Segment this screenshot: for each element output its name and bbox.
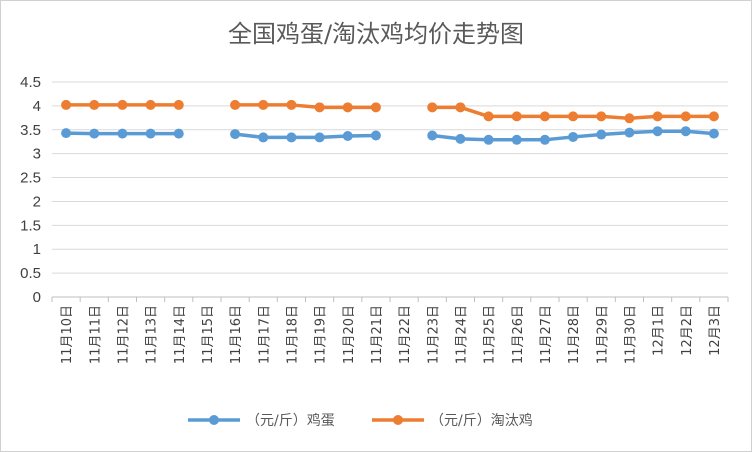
x-tick-label: 12月2日	[680, 305, 695, 356]
legend-marker	[393, 415, 403, 425]
chart-title: 全国鸡蛋/淘汰鸡均价走势图	[228, 20, 524, 48]
data-point	[117, 128, 128, 139]
data-point	[370, 130, 381, 141]
data-point	[680, 111, 691, 122]
x-tick-label: 12月3日	[708, 305, 723, 356]
x-tick-label: 11月17日	[257, 305, 272, 364]
x-tick-label: 12月1日	[652, 305, 667, 356]
x-tick-label: 11月23日	[426, 305, 441, 364]
data-point	[286, 132, 297, 143]
data-point	[568, 111, 579, 122]
data-point	[173, 128, 184, 139]
data-point	[624, 113, 635, 124]
data-point	[145, 99, 156, 110]
x-tick-label: 11月19日	[314, 305, 329, 364]
data-point	[427, 130, 438, 141]
legend-label: （元/斤）鸡蛋	[246, 412, 335, 429]
data-point	[596, 129, 607, 140]
data-point	[342, 130, 353, 141]
data-point	[568, 131, 579, 142]
data-point	[258, 132, 269, 143]
data-point	[89, 128, 100, 139]
data-point	[61, 99, 72, 110]
x-tick-label: 11月14日	[173, 305, 188, 364]
data-point	[652, 126, 663, 137]
y-tick-label: 3	[33, 146, 41, 163]
legend: （元/斤）鸡蛋 （元/斤）淘汰鸡	[188, 412, 533, 429]
data-point	[483, 111, 494, 122]
data-point	[596, 111, 607, 122]
data-point	[89, 99, 100, 110]
y-tick-label: 1	[33, 241, 41, 258]
data-point	[173, 99, 184, 110]
data-point	[145, 128, 156, 139]
data-point	[624, 127, 635, 138]
data-point	[230, 99, 241, 110]
legend-marker	[209, 415, 219, 425]
x-tick-label: 11月13日	[145, 305, 160, 364]
x-tick-label: 11月12日	[116, 305, 131, 364]
x-tick-label: 11月15日	[201, 305, 216, 364]
data-point	[708, 128, 719, 139]
y-tick-label: 4	[33, 98, 41, 115]
x-tick-label: 11月25日	[483, 305, 498, 364]
data-point	[708, 111, 719, 122]
y-tick-label: 1.5	[20, 217, 41, 234]
x-tick-label: 11月26日	[511, 305, 526, 364]
data-point	[455, 102, 466, 113]
series-2	[61, 99, 719, 124]
data-point	[511, 111, 522, 122]
x-tick-label: 11月28日	[567, 305, 582, 364]
x-tick-label: 11月22日	[398, 305, 413, 364]
x-tick-label: 11月21日	[370, 305, 385, 364]
y-tick-label: 0	[33, 289, 41, 306]
series-group	[61, 99, 719, 145]
x-tick-label: 11月10日	[60, 305, 75, 364]
data-point	[342, 102, 353, 113]
y-tick-label: 3.5	[20, 122, 41, 139]
data-point	[539, 111, 550, 122]
data-point	[258, 99, 269, 110]
x-tick-label: 11月16日	[229, 305, 244, 364]
y-tick-label: 2.5	[20, 170, 41, 187]
data-point	[314, 102, 325, 113]
series-1	[61, 126, 719, 145]
x-tick-label: 11月27日	[539, 305, 554, 364]
data-point	[314, 132, 325, 143]
y-tick-label: 0.5	[20, 265, 41, 282]
data-point	[230, 129, 241, 140]
data-point	[483, 134, 494, 145]
x-tick-label: 11月24日	[454, 305, 469, 364]
x-tick-label: 11月11日	[88, 305, 103, 364]
y-tick-label: 2	[33, 193, 41, 210]
data-point	[427, 102, 438, 113]
data-point	[539, 134, 550, 145]
data-point	[370, 102, 381, 113]
data-point	[652, 111, 663, 122]
x-tick-label: 11月20日	[342, 305, 357, 364]
series-line	[233, 103, 378, 110]
x-axis: 11月10日 11月11日 11月12日 11月13日 11月14日 11月15日 11月1…	[51, 297, 729, 364]
x-tick-label: 11月18日	[285, 305, 300, 364]
data-point	[511, 134, 522, 145]
y-tick-label: 4.5	[20, 74, 41, 91]
x-tick-label: 11月30日	[623, 305, 638, 364]
data-point	[455, 133, 466, 144]
y-axis-ticks: 0 0.5 1 1.5 2 2.5 3 3.5 4 4.5	[20, 74, 41, 306]
data-point	[117, 99, 128, 110]
data-point	[680, 126, 691, 137]
series-line	[233, 132, 378, 140]
data-point	[286, 99, 297, 110]
data-point	[61, 128, 72, 139]
legend-label: （元/斤）淘汰鸡	[430, 412, 533, 429]
x-tick-label: 11月29日	[595, 305, 610, 364]
